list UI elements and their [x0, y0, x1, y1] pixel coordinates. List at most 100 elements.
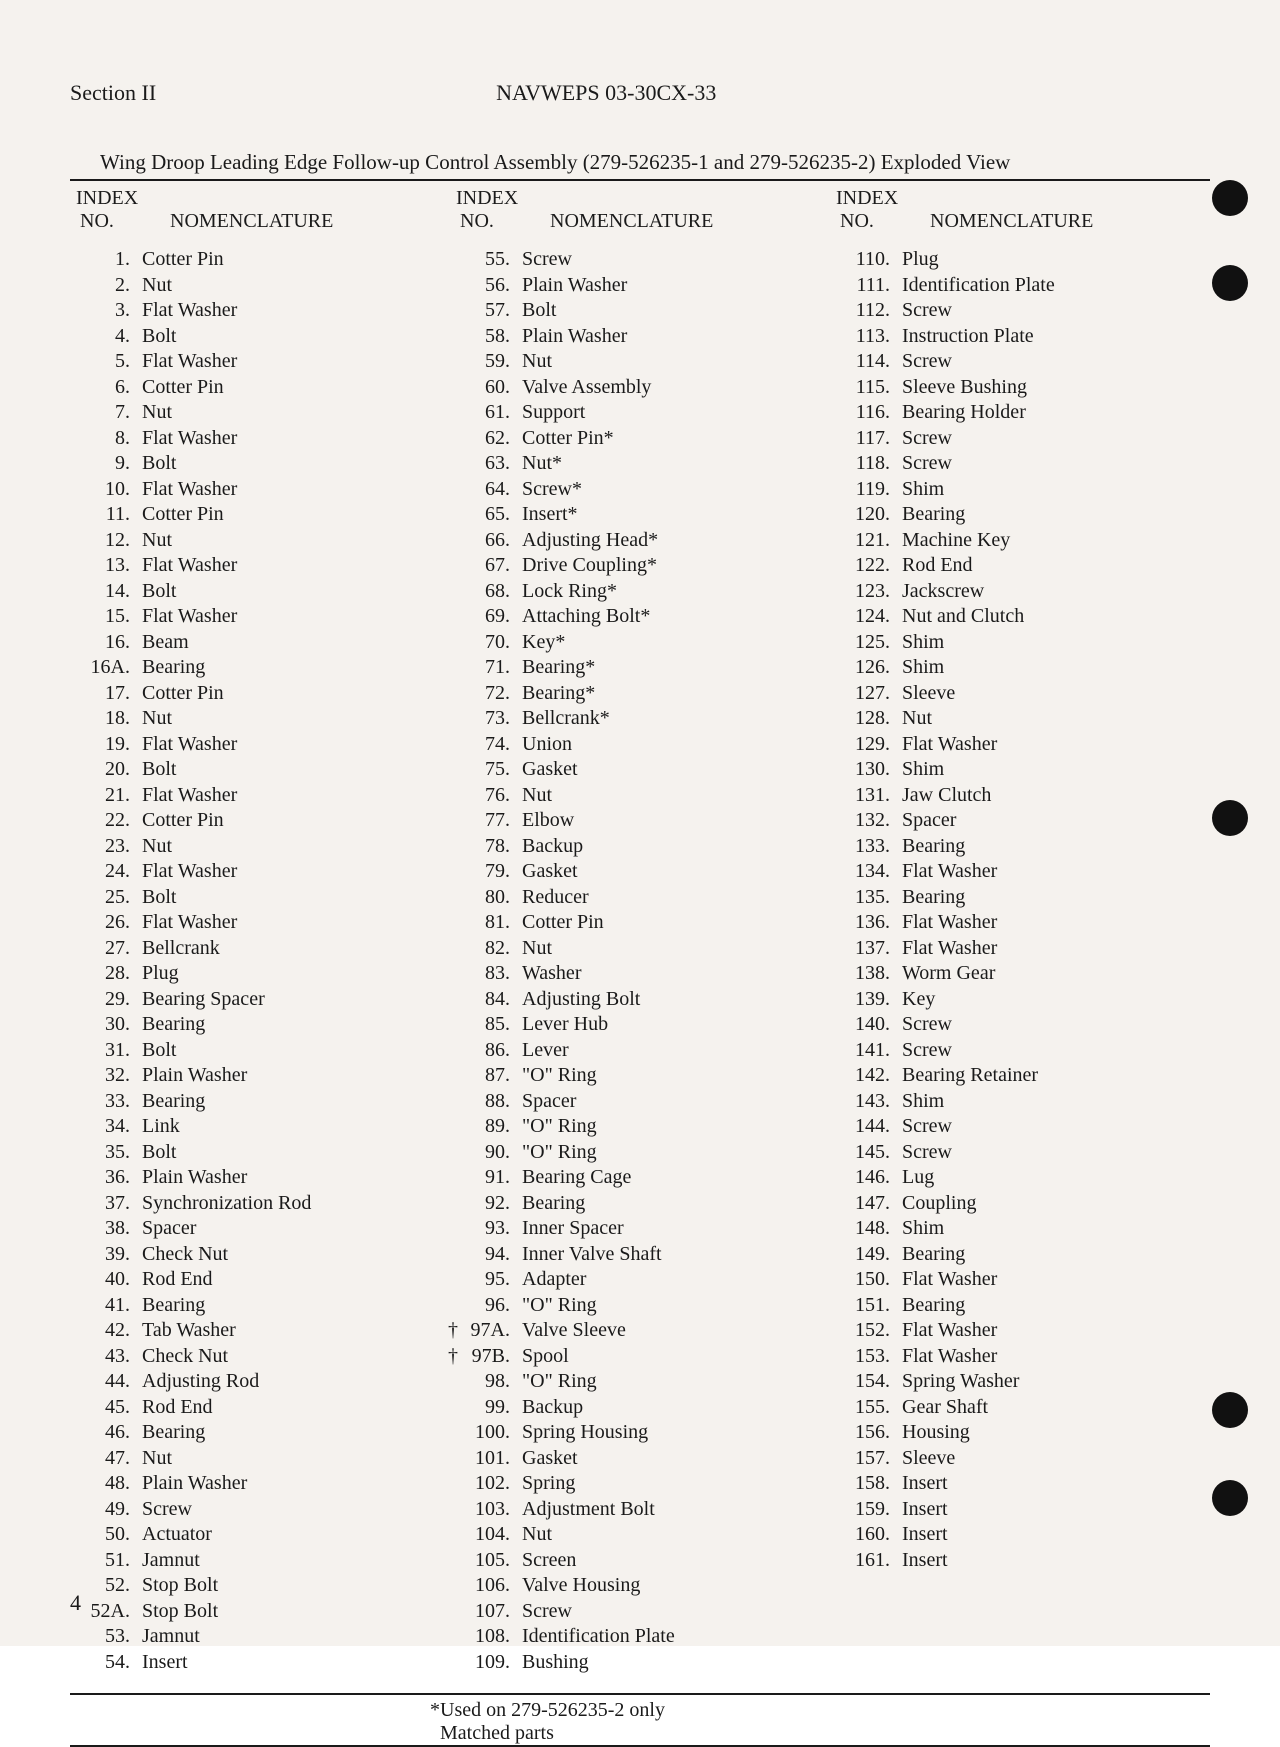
col-header-nomen: NOMENCLATURE — [550, 210, 713, 233]
nomenclature-text: Sleeve — [902, 681, 1210, 707]
list-item: 4.Bolt — [70, 324, 450, 350]
nomenclature-text: Screw — [902, 451, 1210, 477]
index-number: 106. — [450, 1573, 522, 1599]
nomenclature-text: Flat Washer — [142, 477, 450, 503]
list-item: 142.Bearing Retainer — [830, 1063, 1210, 1089]
nomenclature-text: Insert — [902, 1522, 1210, 1548]
footnote-matched: Matched parts — [440, 1722, 1210, 1745]
index-number: 21. — [70, 783, 142, 809]
list-item: 113.Instruction Plate — [830, 324, 1210, 350]
nomenclature-text: Inner Valve Shaft — [522, 1242, 830, 1268]
list-item: 42.Tab Washer — [70, 1318, 450, 1344]
index-number: 135. — [830, 885, 902, 911]
list-item: 124.Nut and Clutch — [830, 604, 1210, 630]
list-item: 106.Valve Housing — [450, 1573, 830, 1599]
list-item: 15.Flat Washer — [70, 604, 450, 630]
list-item: 77.Elbow — [450, 808, 830, 834]
list-item: 130.Shim — [830, 757, 1210, 783]
index-number: 6. — [70, 375, 142, 401]
nomenclature-text: Machine Key — [902, 528, 1210, 554]
nomenclature-text: Flat Washer — [142, 910, 450, 936]
list-item: 8.Flat Washer — [70, 426, 450, 452]
list-item: 29.Bearing Spacer — [70, 987, 450, 1013]
list-item: 153.Flat Washer — [830, 1344, 1210, 1370]
index-number: 74. — [450, 732, 522, 758]
index-number: 44. — [70, 1369, 142, 1395]
column-header: INDEXNO.NOMENCLATURE — [450, 187, 830, 233]
index-number: 140. — [830, 1012, 902, 1038]
nomenclature-text: Bolt — [142, 451, 450, 477]
list-item: 51.Jamnut — [70, 1548, 450, 1574]
list-item: 96."O" Ring — [450, 1293, 830, 1319]
list-item: 74.Union — [450, 732, 830, 758]
list-item: †97A.Valve Sleeve — [450, 1318, 830, 1344]
nomenclature-text: Cotter Pin — [142, 247, 450, 273]
nomenclature-text: Flat Washer — [142, 426, 450, 452]
list-item: 85.Lever Hub — [450, 1012, 830, 1038]
list-item: 117.Screw — [830, 426, 1210, 452]
list-item: 138.Worm Gear — [830, 961, 1210, 987]
index-number: 47. — [70, 1446, 142, 1472]
list-item: 100.Spring Housing — [450, 1420, 830, 1446]
nomenclature-text: Union — [522, 732, 830, 758]
list-item: 28.Plug — [70, 961, 450, 987]
index-number: 91. — [450, 1165, 522, 1191]
index-number: 36. — [70, 1165, 142, 1191]
nomenclature-text: Screw — [902, 1114, 1210, 1140]
list-item: 58.Plain Washer — [450, 324, 830, 350]
index-number: 90. — [450, 1140, 522, 1166]
nomenclature-text: Bolt — [142, 885, 450, 911]
index-number: 33. — [70, 1089, 142, 1115]
list-item: 3.Flat Washer — [70, 298, 450, 324]
nomenclature-text: Nut and Clutch — [902, 604, 1210, 630]
list-item: 12.Nut — [70, 528, 450, 554]
index-number: 146. — [830, 1165, 902, 1191]
nomenclature-text: Screw — [902, 426, 1210, 452]
hole-punch-dot — [1212, 1480, 1248, 1516]
list-item: 104.Nut — [450, 1522, 830, 1548]
index-number: 113. — [830, 324, 902, 350]
scanned-page: Section II NAVWEPS 03-30CX-33 Wing Droop… — [0, 0, 1280, 1646]
list-item: 71.Bearing* — [450, 655, 830, 681]
nomenclature-text: Sleeve — [902, 1446, 1210, 1472]
list-item: 128.Nut — [830, 706, 1210, 732]
nomenclature-text: Valve Housing — [522, 1573, 830, 1599]
parts-list: 110.Plug111.Identification Plate112.Scre… — [830, 247, 1210, 1573]
index-number: 39. — [70, 1242, 142, 1268]
list-item: 101.Gasket — [450, 1446, 830, 1472]
nomenclature-text: Lock Ring* — [522, 579, 830, 605]
nomenclature-text: Plug — [902, 247, 1210, 273]
list-item: 36.Plain Washer — [70, 1165, 450, 1191]
nomenclature-text: Bearing — [142, 1089, 450, 1115]
list-item: 87."O" Ring — [450, 1063, 830, 1089]
index-number: 2. — [70, 273, 142, 299]
nomenclature-text: "O" Ring — [522, 1140, 830, 1166]
index-number: 142. — [830, 1063, 902, 1089]
index-number: 112. — [830, 298, 902, 324]
index-number: 120. — [830, 502, 902, 528]
list-item: 131.Jaw Clutch — [830, 783, 1210, 809]
nomenclature-text: Flat Washer — [902, 1318, 1210, 1344]
index-number: 107. — [450, 1599, 522, 1625]
list-item: 150.Flat Washer — [830, 1267, 1210, 1293]
nomenclature-text: Rod End — [902, 553, 1210, 579]
index-number: 3. — [70, 298, 142, 324]
index-number: 126. — [830, 655, 902, 681]
nomenclature-text: Bearing — [522, 1191, 830, 1217]
index-number: 1. — [70, 247, 142, 273]
nomenclature-text: Nut — [902, 706, 1210, 732]
nomenclature-text: Spool — [522, 1344, 830, 1370]
list-item: 11.Cotter Pin — [70, 502, 450, 528]
index-number: 78. — [450, 834, 522, 860]
nomenclature-text: "O" Ring — [522, 1063, 830, 1089]
index-number: 71. — [450, 655, 522, 681]
column-header: INDEXNO.NOMENCLATURE — [830, 187, 1210, 233]
index-number: 32. — [70, 1063, 142, 1089]
index-number: 147. — [830, 1191, 902, 1217]
index-number: 102. — [450, 1471, 522, 1497]
list-item: 24.Flat Washer — [70, 859, 450, 885]
nomenclature-text: Screw — [902, 1012, 1210, 1038]
list-item: 111.Identification Plate — [830, 273, 1210, 299]
nomenclature-text: Reducer — [522, 885, 830, 911]
nomenclature-text: Gasket — [522, 757, 830, 783]
